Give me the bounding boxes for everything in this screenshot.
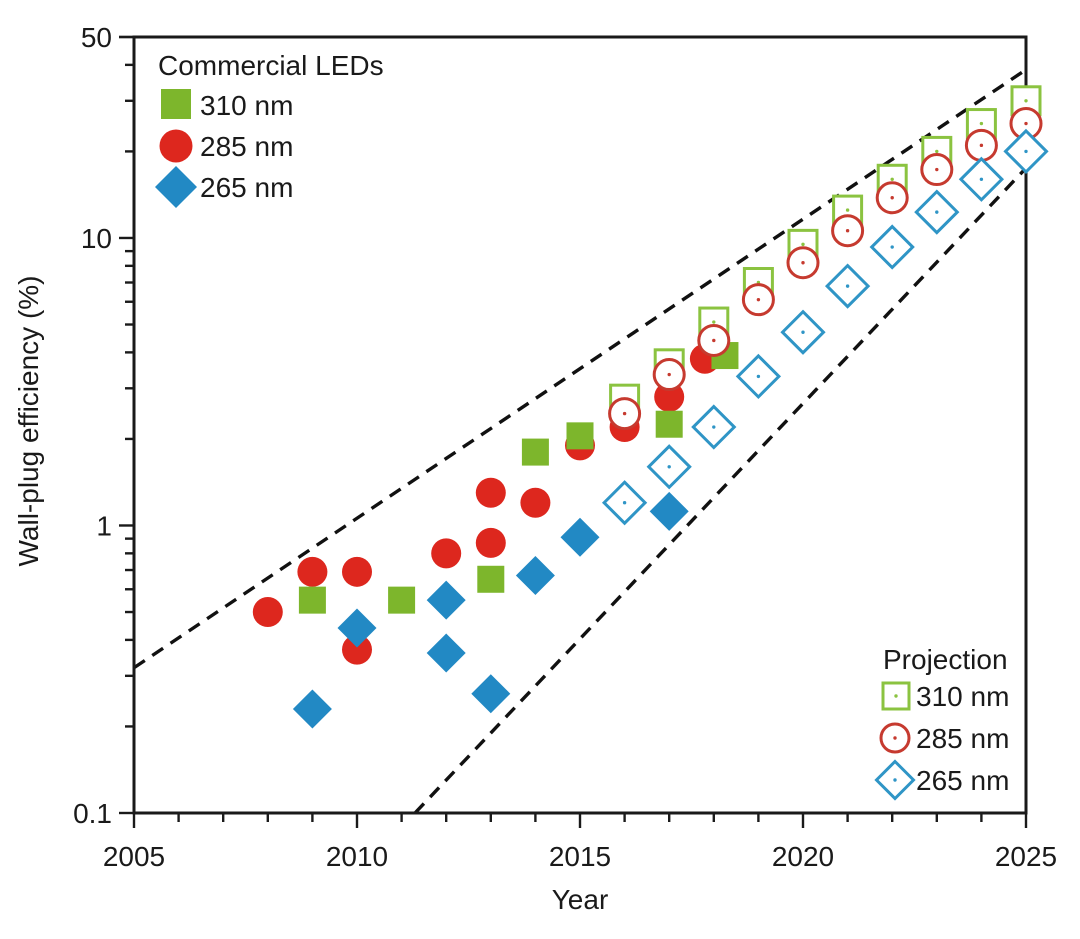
data-point — [654, 381, 685, 412]
data-point — [297, 556, 328, 587]
data-point — [649, 491, 689, 531]
legend-projection-markers — [874, 681, 916, 801]
data-point — [477, 565, 505, 593]
data-point — [431, 538, 462, 569]
legend-commercial-markers — [155, 89, 197, 208]
data-point-center-dot — [667, 372, 671, 377]
legend-commercial-label-285nm: 285 nm — [200, 131, 293, 162]
data-point — [298, 586, 326, 614]
series-projection-265-nm — [601, 128, 1049, 526]
x-axis-tick-label: 2020 — [772, 841, 834, 872]
data-point-center-dot — [845, 228, 850, 233]
trend-line-lower-bound — [413, 166, 1028, 815]
legend-projection-label-285nm: 285 nm — [916, 723, 1009, 754]
data-point — [515, 555, 555, 595]
legend-commercial-label-310nm: 310 nm — [200, 90, 293, 121]
data-point-center-dot — [712, 338, 716, 343]
legend-marker-310nm-open-square-center-dot — [894, 694, 898, 698]
series-commercial-leds-285-nm — [252, 343, 720, 665]
x-axis-tick-label: 2010 — [326, 841, 388, 872]
legend-projection: Projection 310 nm 285 nm 265 nm — [874, 644, 1009, 801]
data-point — [426, 633, 466, 673]
data-point-center-dot — [622, 501, 627, 505]
data-point — [566, 422, 594, 450]
x-axis-tick-label: 2015 — [549, 841, 611, 872]
data-point-center-dot — [622, 411, 627, 416]
data-point-center-dot — [1024, 99, 1028, 103]
data-point — [475, 477, 506, 508]
data-point-center-dot — [979, 177, 984, 181]
y-axis-tick-label: 0.1 — [73, 798, 112, 829]
data-point — [337, 608, 377, 648]
x-axis-title: Year — [552, 884, 609, 915]
legend-commercial: Commercial LEDs 310 nm 285 nm 265 nm — [155, 50, 384, 208]
series-commercial-leds-265-nm — [292, 491, 689, 729]
data-point-center-dot — [756, 297, 761, 302]
data-point — [426, 580, 466, 620]
data-point-center-dot — [935, 167, 939, 172]
data-point-center-dot — [1024, 121, 1028, 126]
data-point-center-dot — [801, 330, 805, 334]
y-axis-tick-label: 10 — [81, 223, 112, 254]
y-axis-tick-label: 1 — [96, 510, 112, 541]
legend-marker-310nm-filled-square — [161, 89, 191, 119]
data-point-center-dot — [712, 320, 716, 324]
y-axis-title: Wall-plug efficiency (%) — [13, 276, 44, 567]
trend-lines-group — [133, 68, 1028, 815]
y-axis-tick-label: 50 — [81, 22, 112, 53]
legend-commercial-title: Commercial LEDs — [158, 50, 384, 81]
data-point-center-dot — [667, 465, 671, 469]
data-point — [475, 527, 506, 558]
data-point — [521, 438, 549, 466]
data-point-center-dot — [756, 374, 761, 379]
axis-ticks-group: 2005 2010 2015 2020 2025 0.1 1 10 50 — [73, 22, 1057, 872]
data-point-center-dot — [890, 196, 894, 200]
data-point-center-dot — [979, 121, 984, 126]
data-point-center-dot — [935, 210, 939, 214]
legend-marker-265nm-filled-diamond — [155, 166, 197, 208]
data-point — [292, 689, 332, 729]
data-point — [471, 674, 511, 714]
data-point-center-dot — [1024, 149, 1028, 154]
data-point-center-dot — [890, 177, 894, 181]
data-point — [342, 556, 372, 587]
data-point — [252, 597, 283, 628]
data-point-center-dot — [801, 261, 805, 265]
data-point-center-dot — [979, 143, 984, 148]
data-point — [342, 634, 372, 665]
legend-marker-265nm-open-diamond-center-dot — [893, 778, 897, 782]
trend-line-upper-bound — [133, 68, 1027, 670]
legend-marker-285nm-open-circle-center-dot — [893, 736, 897, 740]
data-point — [520, 487, 551, 518]
data-point-center-dot — [801, 242, 805, 247]
legend-projection-title: Projection — [883, 644, 1008, 675]
series-projection-285-nm — [608, 107, 1043, 431]
data-point — [655, 410, 683, 438]
data-point — [388, 586, 416, 614]
data-point-center-dot — [935, 149, 939, 154]
x-axis-tick-label: 2005 — [103, 841, 165, 872]
data-points-group — [252, 85, 1049, 729]
data-point-center-dot — [845, 208, 850, 212]
legend-marker-285nm-filled-circle — [159, 129, 193, 163]
data-point-center-dot — [712, 425, 716, 429]
x-axis-tick-label: 2025 — [995, 841, 1057, 872]
legend-projection-label-310nm: 310 nm — [916, 681, 1009, 712]
legend-projection-label-265nm: 265 nm — [916, 765, 1009, 796]
data-point-center-dot — [845, 284, 850, 288]
data-point — [560, 517, 600, 557]
legend-commercial-label-265nm: 265 nm — [200, 172, 293, 203]
data-point-center-dot — [890, 245, 894, 249]
